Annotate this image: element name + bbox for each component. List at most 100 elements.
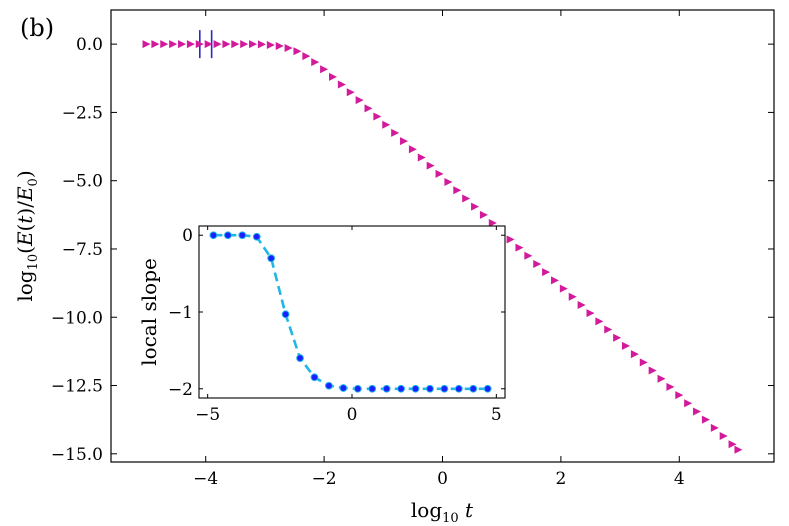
main-y-tick-label: 0.0 (76, 35, 103, 55)
main-data-point (444, 178, 453, 187)
main-data-point (311, 58, 320, 67)
main-data-point (275, 42, 284, 51)
main-data-point (479, 210, 488, 219)
main-y-ticks: 0.0 −2.5 −5.0 −7.5 −10.0 −12.5 −15.0 (51, 35, 774, 465)
main-data-point (337, 80, 346, 89)
main-data-point (666, 382, 675, 391)
main-y-tick-label: −10.0 (51, 308, 103, 328)
main-x-tick-label: −4 (193, 469, 218, 489)
inset-x-tick-label: 0 (347, 405, 358, 425)
main-data-point (506, 235, 515, 244)
main-data-point (195, 40, 204, 49)
main-data-point (577, 300, 586, 309)
main-data-point (453, 186, 462, 195)
inset-data-point (223, 231, 232, 240)
inset-data-point (353, 384, 362, 393)
inset-data-point (382, 384, 391, 393)
main-data-point (231, 40, 240, 49)
main-data-point (346, 88, 355, 97)
inset-data-point (325, 381, 333, 390)
main-data-point (435, 169, 444, 178)
main-data-point (639, 358, 648, 367)
main-y-axis-label: log10(E(t)/E0) (13, 170, 41, 301)
inset-data-point (411, 384, 420, 393)
main-data-point (550, 276, 559, 285)
main-data-point (178, 40, 187, 49)
inset-data-point (440, 384, 449, 393)
main-y-tick-label: −12.5 (51, 377, 103, 397)
main-data-point (533, 259, 542, 268)
main-data-point (734, 445, 743, 454)
main-data-point (586, 309, 595, 318)
main-data-point (320, 65, 329, 74)
main-data-point (568, 292, 577, 301)
main-y-tick-label: −2.5 (62, 103, 103, 123)
main-data-point (595, 317, 604, 326)
main-data-point (604, 325, 613, 334)
main-data-point (684, 399, 693, 408)
main-data-point (400, 137, 409, 146)
main-data-point (302, 52, 311, 61)
main-data-point (710, 423, 719, 432)
inset-y-tick-label: 0 (182, 226, 193, 246)
inset-data-point (238, 231, 247, 240)
main-data-point (648, 366, 657, 375)
main-data-point (355, 96, 364, 105)
main-data-point (186, 40, 195, 49)
inset-data-point (281, 310, 290, 319)
main-plot: −4 −2 0 2 4 0.0 −2.5 −5.0 −7.5 −10.0 −12.5 −15.0 l… (13, 9, 775, 526)
inset-y-axis-label: local slope (137, 258, 161, 366)
inset-data-point (454, 384, 463, 393)
inset-x-ticks: −5 0 5 (195, 226, 502, 425)
main-data-point (488, 219, 497, 228)
main-x-tick-label: 4 (674, 469, 685, 489)
main-data-point (213, 40, 222, 49)
inset-data-point (483, 384, 492, 393)
inset-data-point (339, 384, 348, 392)
main-x-tick-label: 0 (437, 469, 448, 489)
main-data-point (382, 120, 391, 129)
main-data-point (719, 432, 728, 441)
main-data-point (462, 194, 471, 203)
main-data-point (169, 40, 178, 49)
main-data-point (675, 391, 684, 400)
inset-data-point (368, 384, 377, 393)
main-data-point (524, 251, 533, 260)
inset-y-ticks: 0 −1 −2 (168, 226, 505, 400)
main-data-point (142, 40, 151, 49)
inset-data-point (426, 384, 434, 393)
inset-y-tick-label: −1 (168, 303, 193, 323)
main-y-tick-label: −15.0 (51, 445, 103, 465)
inset-data-series (209, 231, 492, 393)
main-data-point (542, 268, 551, 277)
inset-data-point (267, 254, 276, 263)
main-y-tick-label: −5.0 (62, 172, 103, 192)
panel-label: (b) (20, 14, 54, 42)
main-x-ticks: −4 −2 0 2 4 (193, 10, 685, 489)
main-data-point (373, 112, 382, 121)
main-x-tick-label: 2 (555, 469, 566, 489)
main-data-point (417, 153, 426, 162)
main-data-point (515, 243, 524, 252)
main-data-point (693, 407, 702, 416)
main-x-tick-label: −2 (312, 469, 337, 489)
main-data-point (391, 128, 400, 137)
main-data-point (293, 47, 302, 56)
main-data-point (559, 284, 568, 293)
inset-plot-frame (198, 225, 506, 399)
main-data-point (622, 341, 631, 350)
main-data-point (657, 374, 666, 383)
inset-data-point (469, 384, 478, 393)
inset-data-point (310, 373, 319, 382)
main-data-point (408, 145, 417, 154)
main-data-point (328, 72, 337, 81)
inset-x-tick-label: 5 (491, 405, 502, 425)
main-x-axis-label: log10 t (411, 498, 474, 526)
main-data-point (204, 40, 213, 49)
inset-data-point (296, 354, 304, 362)
main-data-point (728, 440, 737, 449)
main-data-point (471, 202, 480, 211)
main-data-point (222, 40, 231, 49)
main-data-point (160, 40, 169, 49)
